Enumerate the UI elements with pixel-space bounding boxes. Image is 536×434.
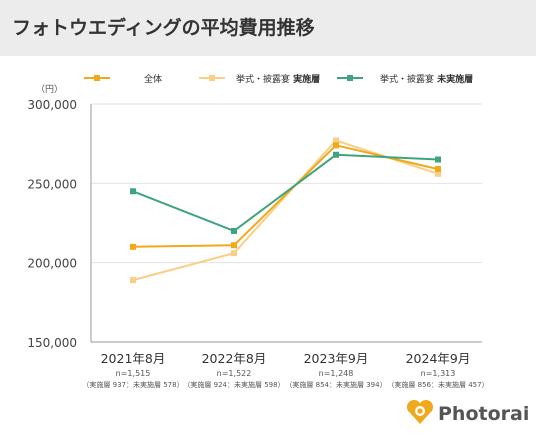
y-tick-label: 250,000	[27, 177, 77, 191]
sample-breakdown-label: （実施層 856：未実施層 457）	[387, 380, 488, 389]
data-point	[333, 142, 339, 149]
sample-size-label: n=1,522	[217, 369, 252, 378]
data-point	[435, 166, 441, 173]
data-point	[231, 227, 237, 234]
logo-wordmark: Photorait	[438, 403, 528, 425]
data-point	[130, 188, 136, 195]
legend-label: 全体	[144, 73, 162, 85]
data-point	[130, 243, 136, 250]
logo-mark	[407, 400, 433, 424]
sample-size-label: n=1,248	[319, 369, 354, 378]
data-point	[333, 137, 339, 144]
sample-size-label: n=1,313	[421, 369, 456, 378]
legend-label-bold: 実施層	[290, 73, 320, 85]
legend-label: 挙式・披露宴 未実施層	[380, 73, 473, 85]
legend-label-text: 挙式・披露宴	[236, 73, 290, 85]
legend-swatch-marker	[347, 75, 353, 81]
data-point	[231, 242, 237, 249]
y-tick-label: 300,000	[27, 98, 77, 112]
sample-breakdown-label: （実施層 854：未実施層 394）	[285, 380, 386, 389]
y-unit-label: （円）	[36, 84, 63, 95]
series-line-1	[132, 144, 439, 248]
legend-label-text: 全体	[144, 73, 162, 85]
y-tick-label: 200,000	[27, 257, 77, 271]
legend-label-bold: 未実施層	[434, 73, 473, 85]
sample-size-label: n=1,515	[116, 369, 151, 378]
title-bar: フォトウエディングの平均費用推移	[0, 0, 536, 56]
legend-label: 挙式・披露宴 実施層	[236, 73, 320, 85]
legend-swatch-marker	[209, 75, 215, 81]
data-point	[130, 277, 136, 284]
y-tick-label: 150,000	[27, 336, 77, 350]
legend-label-text: 挙式・披露宴	[380, 73, 434, 85]
sample-breakdown-label: （実施層 924：未実施層 598）	[183, 380, 284, 389]
series-line-3	[132, 153, 439, 232]
line-chart: 300,000 250,000 200,000 150,000 （円） 全体 挙式・披露宴 …	[27, 73, 488, 389]
chart-title: フォトウエディングの平均費用推移	[12, 17, 315, 39]
x-tick-label: 2023年9月	[304, 351, 369, 366]
x-tick-label: 2022年8月	[202, 351, 267, 366]
data-point	[435, 170, 441, 177]
photorait-logo: Photorait	[407, 400, 528, 425]
legend-swatch-marker	[94, 75, 100, 81]
data-point	[231, 250, 237, 257]
x-tick-label: 2021年8月	[101, 351, 166, 366]
data-point	[333, 151, 339, 158]
x-tick-label: 2024年9月	[406, 351, 471, 366]
sample-breakdown-label: （実施層 937：未実施層 578）	[82, 380, 183, 389]
data-point	[435, 156, 441, 163]
